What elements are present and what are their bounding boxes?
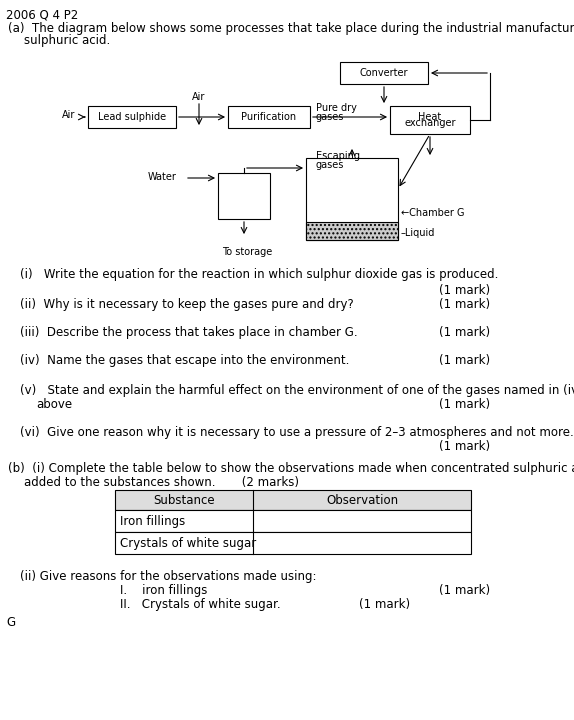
Bar — [218, 173, 270, 219]
Text: (iv)  Name the gases that escape into the environment.: (iv) Name the gases that escape into the… — [20, 354, 350, 367]
Text: (a)  The diagram below shows some processes that take place during the industria: (a) The diagram below shows some process… — [8, 22, 574, 35]
Text: To storage: To storage — [222, 247, 272, 257]
Text: gases: gases — [316, 112, 344, 122]
Bar — [306, 158, 398, 240]
Text: (ii)  Why is it necessary to keep the gases pure and dry?: (ii) Why is it necessary to keep the gas… — [20, 298, 354, 311]
Text: –Liquid: –Liquid — [401, 228, 435, 238]
Text: ←Chamber G: ←Chamber G — [401, 208, 464, 218]
Bar — [228, 106, 310, 128]
Bar — [340, 62, 428, 84]
Text: (v)   State and explain the harmful effect on the environment of one of the gase: (v) State and explain the harmful effect… — [20, 384, 574, 397]
Text: sulphuric acid.: sulphuric acid. — [24, 34, 110, 47]
Text: (b)  (i) Complete the table below to show the observations made when concentrate: (b) (i) Complete the table below to show… — [8, 462, 574, 475]
Text: I.    iron fillings: I. iron fillings — [120, 584, 207, 597]
Text: (1 mark): (1 mark) — [439, 354, 490, 367]
Text: gases: gases — [316, 160, 344, 170]
Text: Pure dry: Pure dry — [316, 103, 357, 113]
Text: (1 mark): (1 mark) — [439, 284, 490, 297]
Text: Air: Air — [192, 92, 205, 102]
Text: (1 mark): (1 mark) — [439, 298, 490, 311]
Text: Iron fillings: Iron fillings — [120, 515, 185, 528]
Bar — [115, 490, 471, 510]
Text: (1 mark): (1 mark) — [359, 598, 410, 611]
Text: Escaping: Escaping — [316, 151, 360, 161]
Bar — [115, 532, 471, 554]
Text: 2006 Q 4 P2: 2006 Q 4 P2 — [6, 8, 78, 21]
Text: II.   Crystals of white sugar.: II. Crystals of white sugar. — [120, 598, 281, 611]
Bar — [390, 106, 470, 134]
Text: (i)   Write the equation for the reaction in which sulphur dioxide gas is produc: (i) Write the equation for the reaction … — [20, 268, 498, 281]
Text: Converter: Converter — [360, 68, 408, 78]
Text: Substance: Substance — [153, 493, 215, 506]
Text: Observation: Observation — [326, 493, 398, 506]
Text: G: G — [6, 616, 15, 629]
Text: (ii) Give reasons for the observations made using:: (ii) Give reasons for the observations m… — [20, 570, 316, 583]
Bar — [306, 222, 398, 240]
Text: (vi)  Give one reason why it is necessary to use a pressure of 2–3 atmospheres a: (vi) Give one reason why it is necessary… — [20, 426, 574, 439]
Text: (1 mark): (1 mark) — [439, 440, 490, 453]
Text: added to the substances shown.       (2 marks): added to the substances shown. (2 marks) — [24, 476, 299, 489]
Text: Heat: Heat — [418, 112, 441, 122]
Text: (iii)  Describe the process that takes place in chamber G.: (iii) Describe the process that takes pl… — [20, 326, 358, 339]
Text: Water: Water — [148, 172, 177, 182]
Text: Air: Air — [62, 110, 75, 120]
Text: (1 mark): (1 mark) — [439, 326, 490, 339]
Text: above: above — [36, 398, 72, 411]
Bar — [115, 510, 471, 532]
Text: exchanger: exchanger — [404, 119, 456, 128]
Bar — [88, 106, 176, 128]
Text: Purification: Purification — [242, 112, 297, 122]
Text: (1 mark): (1 mark) — [439, 584, 490, 597]
Text: Lead sulphide: Lead sulphide — [98, 112, 166, 122]
Text: Crystals of white sugar: Crystals of white sugar — [120, 536, 256, 549]
Text: (1 mark): (1 mark) — [439, 398, 490, 411]
